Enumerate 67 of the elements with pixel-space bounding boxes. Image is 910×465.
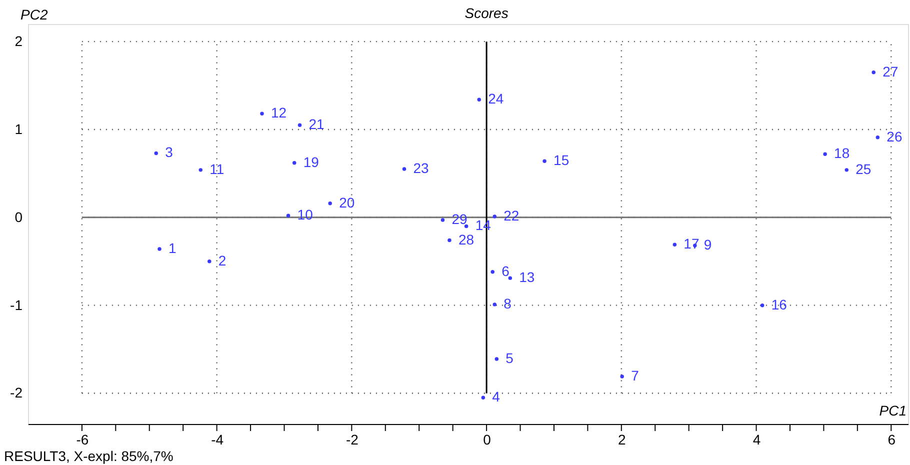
- annotation: 11: [210, 160, 224, 177]
- point: [158, 247, 162, 251]
- annotation: 12: [270, 104, 287, 121]
- x-tick-label: 2: [618, 432, 626, 448]
- annotation: 21: [308, 116, 325, 132]
- annotation: 20: [339, 194, 355, 210]
- annotation: 15: [554, 152, 570, 168]
- point: [494, 357, 499, 361]
- annotation: 27: [882, 63, 898, 80]
- annotation: 16: [771, 296, 788, 312]
- point: [481, 396, 486, 400]
- point: [260, 112, 264, 116]
- point: [328, 201, 332, 206]
- annotation: 28: [458, 231, 474, 248]
- y-tick-label: -2: [10, 384, 23, 401]
- annotation: 19: [303, 154, 320, 170]
- point: [286, 214, 290, 218]
- text: RESULT3, X-expl: 85%,7%: [4, 448, 174, 464]
- x-axis-title: PC1: [879, 402, 906, 418]
- y-tick-label: 1: [14, 120, 23, 137]
- annotation: 25: [856, 160, 872, 177]
- x-tick-label: -6: [76, 432, 89, 448]
- point: [492, 302, 497, 306]
- point: [208, 259, 212, 264]
- point: [542, 159, 546, 164]
- annotation: 13: [519, 269, 535, 286]
- point: [492, 214, 497, 218]
- annotation: 5: [506, 350, 514, 366]
- annotation: 18: [834, 145, 850, 162]
- annotation: 7: [631, 368, 640, 384]
- annotation: 1: [168, 240, 176, 256]
- point: [292, 161, 296, 165]
- point: [298, 123, 302, 127]
- point: [672, 242, 677, 247]
- point: [876, 136, 880, 140]
- annotation: 9: [704, 236, 712, 253]
- point: [872, 70, 876, 74]
- annotation: 2: [218, 252, 226, 268]
- point: [402, 167, 406, 171]
- annotation: 26: [886, 128, 902, 144]
- y-tick-label: 0: [14, 208, 23, 225]
- annotation: 8: [504, 295, 512, 312]
- x-tick-label: 6: [888, 432, 896, 448]
- point: [198, 168, 202, 172]
- point: [620, 374, 624, 378]
- annotation: 23: [413, 160, 430, 176]
- point: [440, 218, 445, 222]
- annotation: 4: [492, 388, 500, 405]
- point: [823, 152, 827, 156]
- x-tick-label: -2: [346, 432, 359, 448]
- y-axis-title: PC2: [20, 6, 48, 22]
- y-tick-label: -1: [10, 296, 23, 313]
- point: [448, 238, 452, 242]
- x-tick-label: -4: [211, 432, 224, 448]
- annotation: 6: [502, 262, 510, 279]
- point: [154, 151, 158, 156]
- point: [844, 168, 849, 172]
- point: [477, 98, 481, 102]
- point: [490, 270, 494, 274]
- annotation: 3: [165, 144, 174, 160]
- point: [760, 303, 764, 308]
- y-tick-label: 2: [14, 33, 23, 50]
- chart-title: Scores: [464, 5, 508, 21]
- point: [508, 276, 512, 280]
- x-tick-label: 4: [752, 432, 761, 448]
- annotation: 24: [488, 90, 504, 107]
- x-tick-label: 0: [483, 432, 492, 448]
